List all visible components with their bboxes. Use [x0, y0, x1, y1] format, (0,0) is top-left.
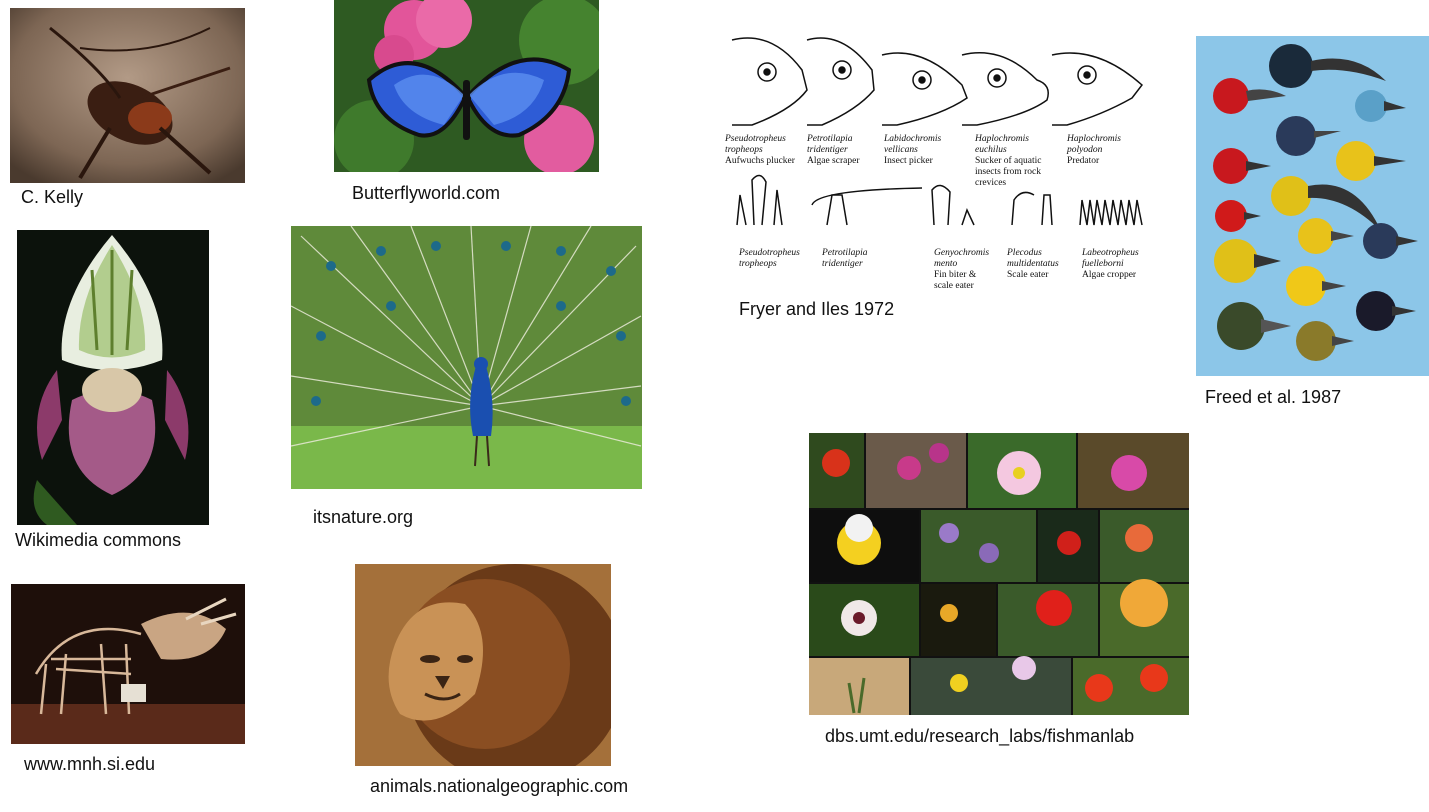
- cichlid-tooth-label-2: Petrotilapia tridentiger: [822, 248, 868, 269]
- cricket-caption: C. Kelly: [21, 187, 84, 207]
- lion-caption: animals.nationalgeographic.com: [370, 776, 629, 796]
- skeleton-photo: [11, 584, 245, 744]
- butterfly-caption: Butterflyworld.com: [352, 183, 501, 203]
- lion-photo: [355, 564, 611, 766]
- cichlid-diagram: Pseudotropheus tropheops Aufwuchs plucker …: [722, 30, 1152, 295]
- cichlid-tooth-label-5: Labeotropheus fuelleborni Algae cropper: [1082, 248, 1139, 280]
- flowers-caption: dbs.umt.edu/research_labs/fishmanlab: [825, 726, 1135, 746]
- fish-head-3: [881, 52, 968, 126]
- fish-head-1: [731, 37, 808, 126]
- peacock-photo: [291, 226, 642, 489]
- cichlid-head-label-5: Haplochromis polyodon Predator: [1067, 134, 1122, 166]
- cichlid-tooth-label-1: Pseudotropheus tropheops: [739, 248, 800, 269]
- cichlid-head-label-1: Pseudotropheus tropheops Aufwuchs plucker: [725, 134, 795, 166]
- finches-caption: Freed et al. 1987: [1205, 387, 1342, 407]
- cichlid-tooth-label-3: Genyochromis mento Fin biter & scale eater: [934, 248, 990, 291]
- fish-head-2: [806, 37, 875, 126]
- orchid-photo: [17, 230, 209, 525]
- cichlid-tooth-label-4: Plecodus multidentatus Scale eater: [1007, 248, 1059, 280]
- fish-head-4: [961, 52, 1049, 126]
- orchid-caption: Wikimedia commons: [15, 530, 182, 550]
- cichlid-head-label-3: Labidochromis vellicans Insect picker: [884, 134, 942, 166]
- tooth-row: [736, 174, 1143, 226]
- cichlid-head-label-2: Petrotilapia tridentiger Algae scraper: [807, 134, 860, 166]
- butterfly-photo: [334, 0, 599, 172]
- cichlid-head-label-4: Haplochromis euchilus Sucker of aquatic ins…: [975, 134, 1042, 188]
- finches-illustration: [1196, 36, 1429, 376]
- cichlid-caption: Fryer and Iles 1972: [739, 299, 895, 319]
- cricket-photo: [10, 8, 245, 183]
- peacock-caption: itsnature.org: [313, 507, 414, 527]
- flowers-collage: [809, 433, 1189, 715]
- fish-head-5: [1051, 52, 1144, 126]
- skeleton-caption: www.mnh.si.edu: [24, 754, 156, 774]
